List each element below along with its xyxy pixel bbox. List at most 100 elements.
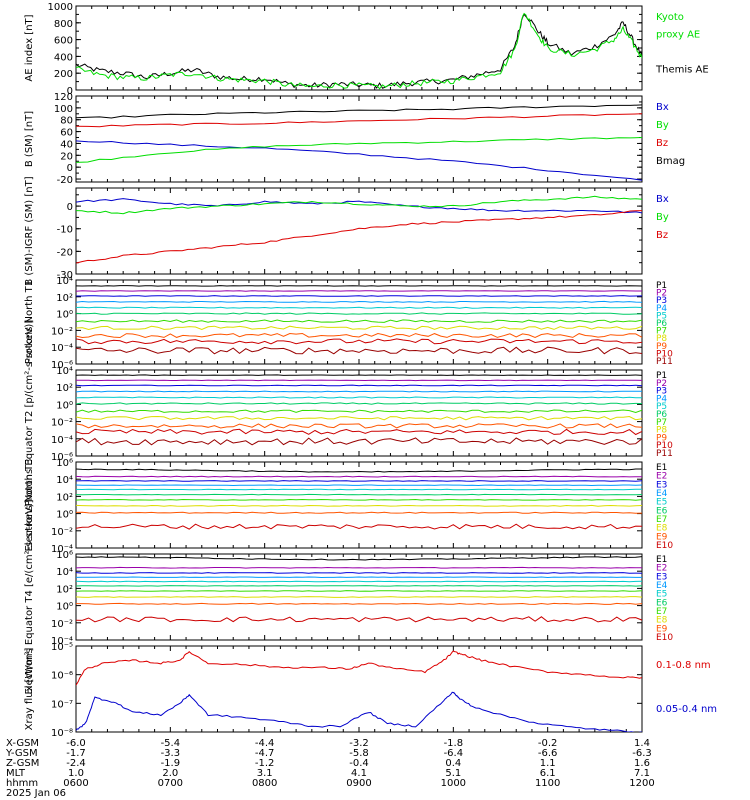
- y-tick-label: 80: [60, 116, 73, 127]
- y-tick-label: -30: [57, 270, 73, 281]
- y-axis-label: Electrons Equator T4 [e/(cm²-s-sr-keV)]: [24, 499, 35, 694]
- series-line-e9: [76, 602, 642, 605]
- x-row-value: 3.1: [257, 768, 273, 779]
- x-row-value: 0600: [63, 778, 88, 789]
- series-line-p4: [76, 390, 642, 393]
- series-line-p2: [76, 290, 642, 292]
- legend-entry: P1: [656, 371, 667, 381]
- y-tick-label: 10²: [56, 293, 73, 304]
- legend-entry: E1: [656, 555, 667, 565]
- legend-entry: E7: [656, 607, 667, 617]
- series-line-e5: [76, 580, 642, 583]
- y-axis-label: AE index [nT]: [24, 14, 35, 81]
- series-line-bx: [76, 198, 642, 214]
- series-group: [76, 12, 642, 90]
- series-line-e8: [76, 504, 642, 507]
- x-row-value: -4.4: [255, 738, 275, 749]
- series-line-e10: [76, 616, 642, 623]
- series-line-e3: [76, 480, 642, 482]
- legend-entry: E2: [656, 472, 667, 482]
- series-line-e5: [76, 488, 642, 491]
- y-axis-label: Xray flux [W/m²]: [24, 648, 35, 731]
- x-row-value: -3.3: [161, 748, 181, 759]
- legend-entry: E10: [656, 633, 673, 643]
- y-tick-label: 10⁻⁵: [51, 642, 73, 653]
- series-line-bx: [76, 140, 642, 181]
- series-group: [76, 374, 642, 446]
- x-row-label: hhmm: [6, 778, 38, 789]
- y-tick-label: 400: [54, 52, 73, 63]
- legend-entry: P8: [656, 334, 667, 344]
- legend-entry: P6: [656, 410, 667, 420]
- y-axis-label: Electrons North T3: [24, 458, 35, 551]
- y-tick-label: 10⁻²: [51, 619, 73, 630]
- legend-entry: P4: [656, 394, 667, 404]
- series-line-e6: [76, 585, 642, 587]
- x-row-value: -0.2: [538, 738, 558, 749]
- legend-entry: P11: [656, 357, 673, 367]
- y-tick-label: 60: [60, 128, 73, 139]
- series-line-p10: [76, 338, 642, 345]
- y-tick-label: 10⁻⁴: [51, 636, 73, 647]
- y-axis-label: B (SM) [nT]: [24, 111, 35, 167]
- y-tick-label: 800: [54, 19, 73, 30]
- x-axis-date: 2025 Jan 06: [6, 788, 66, 799]
- y-tick-label: 10⁴: [56, 276, 73, 287]
- legend-entry: Kyoto: [656, 12, 684, 23]
- series-line-p4: [76, 300, 642, 303]
- legend-entry: P3: [656, 387, 667, 397]
- x-row-label: X-GSM: [6, 738, 39, 749]
- panel-ee: 10⁻⁴ 10⁻² 10⁰ 10² 10⁴ 10⁶ Electrons Equator T4…: [24, 499, 673, 694]
- y-tick-label: 10⁰: [56, 310, 73, 321]
- series-line-bz: [76, 210, 642, 264]
- x-row-value: -1.7: [66, 748, 86, 759]
- y-axis-label: Protons Equator T2 [p/(cm²-s-sr-keV)]: [24, 320, 35, 507]
- legend-entry: P10: [656, 349, 673, 359]
- series-line-e4: [76, 576, 642, 579]
- x-row-value: 1100: [535, 778, 560, 789]
- legend-entry: P5: [656, 311, 667, 321]
- series-line-p3: [76, 295, 642, 297]
- legend-entry: E10: [656, 541, 673, 551]
- x-row-value: -5.8: [349, 748, 369, 759]
- series-line-bmag: [76, 104, 642, 119]
- series-line-p11: [76, 346, 642, 355]
- legend-entry: E2: [656, 564, 667, 574]
- legend-entry: P10: [656, 441, 673, 451]
- y-tick-label: 200: [54, 69, 73, 80]
- x-row-value: 0700: [158, 778, 183, 789]
- x-row-value: 1.1: [540, 758, 556, 769]
- series-line-e7: [76, 590, 642, 592]
- legend-entry: E4: [656, 581, 668, 591]
- series-line-0-1-0-8-nm: [76, 650, 642, 686]
- legend-entry: E7: [656, 515, 667, 525]
- series-group: [76, 556, 642, 623]
- legend-entry: P4: [656, 304, 667, 314]
- legend-entry: P6: [656, 319, 667, 329]
- y-tick-label: 1000: [48, 2, 73, 13]
- panel-en: 10⁻⁴ 10⁻² 10⁰ 10² 10⁴ 10⁶ Electrons North T3 E1…: [24, 458, 673, 555]
- legend-entry: P3: [656, 296, 667, 306]
- panel-bdiff: -30 -20 -10 0 B (SM)-IGRF (SM) [nT] Bx By Bz: [24, 176, 669, 285]
- series-line-e1: [76, 468, 642, 473]
- y-tick-label: 10⁻²: [51, 326, 73, 337]
- x-row-label: MLT: [6, 768, 26, 779]
- series-line-e2: [76, 475, 642, 478]
- series-group: [76, 195, 642, 264]
- y-tick-label: 10⁻⁴: [51, 343, 73, 354]
- series-line-p7: [76, 409, 642, 414]
- series-group: [76, 104, 642, 181]
- legend-entry: P2: [656, 289, 667, 299]
- y-tick-label: 10⁰: [56, 602, 73, 613]
- legend-entry: E4: [656, 489, 668, 499]
- series-line-e8: [76, 596, 642, 598]
- x-row-value: 7.1: [634, 768, 650, 779]
- y-tick-label: 10⁴: [56, 475, 73, 486]
- panel-ae: 0 200 400 600 800 1000 AE index [nT] Kyoto proxy…: [24, 2, 709, 97]
- y-axis-label: B (SM)-IGRF (SM) [nT]: [24, 176, 35, 285]
- series-line-0-05-0-4-nm: [76, 691, 642, 732]
- legend-entry: Bmag: [656, 156, 685, 167]
